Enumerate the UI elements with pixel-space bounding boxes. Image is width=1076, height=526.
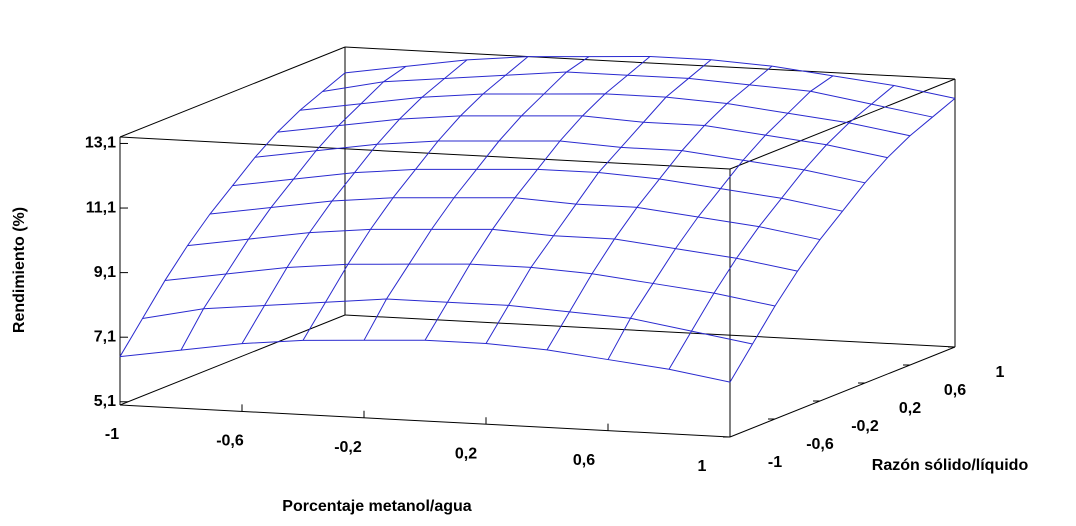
y-tick-label: -0,6 (806, 436, 834, 453)
z-tick-label: 11,1 (86, 199, 116, 216)
z-tick-label: 13,1 (85, 135, 116, 152)
surface-line (668, 85, 895, 370)
x-tick-label: 0,2 (455, 445, 477, 462)
surface-line (232, 168, 843, 212)
surface-line (254, 140, 866, 184)
box-edge (344, 314, 956, 348)
y-tick-label: -0,2 (851, 418, 879, 435)
y-tick-label: 0,6 (944, 382, 966, 399)
z-tick-label: 5,1 (94, 393, 116, 410)
x-tick-label: 1 (698, 458, 707, 475)
box-edge (729, 78, 956, 170)
surface-line (363, 56, 590, 341)
x-tick-label: -1 (105, 426, 119, 443)
surface-line (299, 93, 911, 137)
surface-line (485, 59, 712, 344)
x-tick-label: -0,6 (216, 433, 244, 450)
y-tick-label: 0,2 (899, 400, 921, 417)
box-edge (729, 346, 956, 438)
surface-line (119, 339, 731, 383)
y-tick-label: -1 (768, 454, 782, 471)
surface-line (241, 59, 468, 344)
surface-line (164, 263, 776, 307)
y-tick-label: 1 (996, 364, 1005, 381)
surface-line (729, 97, 956, 383)
surface-line (180, 65, 407, 351)
surface-line (607, 75, 834, 360)
x-tick-label: 0,6 (573, 452, 595, 469)
surface-line (546, 65, 773, 351)
z-tick-label: 9,1 (94, 264, 116, 281)
box-edge (344, 46, 956, 80)
surface-line (302, 56, 529, 341)
z-tick-label: 7,1 (94, 328, 116, 345)
surface-line (322, 71, 933, 118)
box-edge (119, 46, 346, 138)
z-axis-title: Rendimiento (%) (11, 207, 28, 333)
surface-line (424, 56, 651, 341)
box-edge (119, 314, 346, 406)
surface-line (119, 72, 346, 357)
box-edge (119, 136, 731, 170)
surface-line (277, 115, 888, 159)
surface-line (142, 298, 753, 345)
x-axis-title: Porcentaje metanol/agua (282, 498, 471, 515)
box-edge (119, 404, 731, 438)
x-tick-label: -0,2 (334, 439, 362, 456)
y-axis-title: Razón sólido/líquido (872, 457, 1029, 474)
